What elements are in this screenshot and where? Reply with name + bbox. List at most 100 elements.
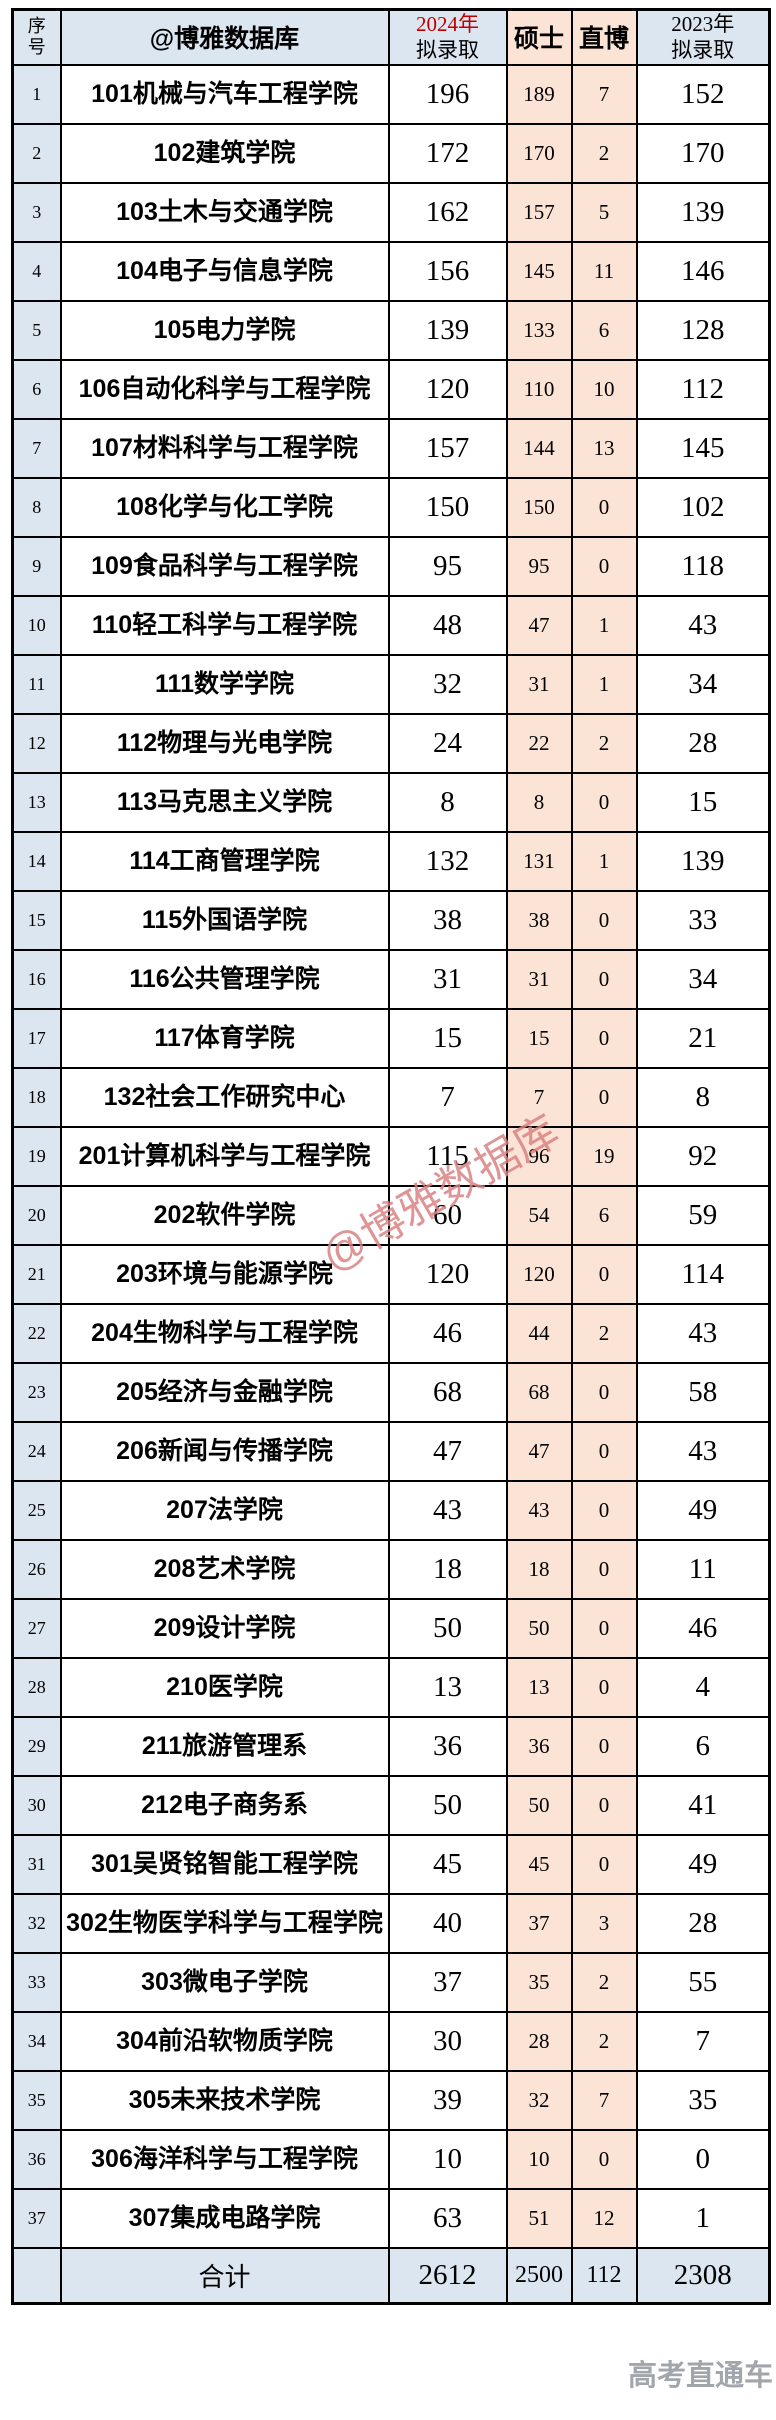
table-row: 29 211旅游管理系 36 36 0 6 — [11, 1715, 771, 1777]
college-name: 112物理与光电学院 — [59, 712, 390, 774]
table-row: 24 206新闻与传播学院 47 47 0 43 — [11, 1420, 771, 1482]
zhibo-count: 0 — [570, 1538, 638, 1600]
zhibo-count: 3 — [570, 1892, 638, 1954]
admit-2024: 157 — [387, 417, 508, 479]
row-index: 2 — [11, 122, 62, 184]
row-index: 26 — [11, 1538, 62, 1600]
admit-2024: 15 — [387, 1007, 508, 1069]
row-index: 17 — [11, 1007, 62, 1069]
zhibo-count: 0 — [570, 535, 638, 597]
admit-2024: 37 — [387, 1951, 508, 2013]
college-name: 109食品科学与工程学院 — [59, 535, 390, 597]
masters-count: 145 — [505, 240, 573, 302]
masters-count: 22 — [505, 712, 573, 774]
col-header-source: @博雅数据库 — [59, 8, 390, 66]
masters-count: 47 — [505, 594, 573, 656]
table-row: 2 102建筑学院 172 170 2 170 — [11, 122, 771, 184]
table-row: 17 117体育学院 15 15 0 21 — [11, 1007, 771, 1069]
college-name: 307集成电路学院 — [59, 2187, 390, 2249]
admit-2023: 35 — [635, 2069, 771, 2131]
col-header-2024-label: 拟录取 — [416, 38, 479, 63]
admit-2023: 58 — [635, 1361, 771, 1423]
table-row: 21 203环境与能源学院 120 120 0 114 — [11, 1243, 771, 1305]
masters-count: 150 — [505, 476, 573, 538]
admit-2023: 139 — [635, 830, 771, 892]
zhibo-count: 1 — [570, 653, 638, 715]
admit-2024: 120 — [387, 1243, 508, 1305]
college-name: 116公共管理学院 — [59, 948, 390, 1010]
table-row: 28 210医学院 13 13 0 4 — [11, 1656, 771, 1718]
college-name: 107材料科学与工程学院 — [59, 417, 390, 479]
table-row: 13 113马克思主义学院 8 8 0 15 — [11, 771, 771, 833]
college-name: 103土木与交通学院 — [59, 181, 390, 243]
admit-2023: 170 — [635, 122, 771, 184]
col-header-masters: 硕士 — [505, 8, 573, 66]
table-header: 序 号 @博雅数据库 2024年 拟录取 硕士 直博 2023年 拟录取 — [11, 8, 771, 66]
admit-2023: 15 — [635, 771, 771, 833]
row-index: 24 — [11, 1420, 62, 1482]
masters-count: 10 — [505, 2128, 573, 2190]
admit-2023: 33 — [635, 889, 771, 951]
admit-2024: 38 — [387, 889, 508, 951]
table-row: 22 204生物科学与工程学院 46 44 2 43 — [11, 1302, 771, 1364]
masters-count: 28 — [505, 2010, 573, 2072]
masters-count: 96 — [505, 1125, 573, 1187]
row-index: 6 — [11, 358, 62, 420]
admit-2023: 28 — [635, 712, 771, 774]
masters-count: 51 — [505, 2187, 573, 2249]
masters-count: 133 — [505, 299, 573, 361]
masters-count: 50 — [505, 1774, 573, 1836]
college-name: 132社会工作研究中心 — [59, 1066, 390, 1128]
admit-2024: 120 — [387, 358, 508, 420]
col-header-index-line2: 号 — [27, 37, 46, 58]
masters-count: 144 — [505, 417, 573, 479]
row-index: 9 — [11, 535, 62, 597]
table-row: 30 212电子商务系 50 50 0 41 — [11, 1774, 771, 1836]
admit-2024: 63 — [387, 2187, 508, 2249]
college-name: 209设计学院 — [59, 1597, 390, 1659]
admit-2024: 31 — [387, 948, 508, 1010]
zhibo-count: 0 — [570, 1597, 638, 1659]
table-row: 6 106自动化科学与工程学院 120 110 10 112 — [11, 358, 771, 420]
table-row: 14 114工商管理学院 132 131 1 139 — [11, 830, 771, 892]
masters-count: 31 — [505, 948, 573, 1010]
masters-count: 8 — [505, 771, 573, 833]
admit-2024: 7 — [387, 1066, 508, 1128]
table-row: 25 207法学院 43 43 0 49 — [11, 1479, 771, 1541]
row-index: 31 — [11, 1833, 62, 1895]
row-index: 11 — [11, 653, 62, 715]
admit-2024: 50 — [387, 1774, 508, 1836]
zhibo-count: 6 — [570, 1184, 638, 1246]
zhibo-count: 5 — [570, 181, 638, 243]
zhibo-count: 0 — [570, 1833, 638, 1895]
zhibo-count: 7 — [570, 2069, 638, 2131]
table-row: 15 115外国语学院 38 38 0 33 — [11, 889, 771, 951]
table-row: 26 208艺术学院 18 18 0 11 — [11, 1538, 771, 1600]
admit-2023: 92 — [635, 1125, 771, 1187]
admit-2024: 18 — [387, 1538, 508, 1600]
row-index: 19 — [11, 1125, 62, 1187]
total-label: 合计 — [59, 2246, 390, 2304]
total-admit-2023: 2308 — [635, 2246, 771, 2304]
admit-2024: 47 — [387, 1420, 508, 1482]
row-index: 7 — [11, 417, 62, 479]
col-header-2023: 2023年 拟录取 — [635, 8, 771, 66]
college-name: 108化学与化工学院 — [59, 476, 390, 538]
admit-2024: 196 — [387, 63, 508, 125]
table-row: 4 104电子与信息学院 156 145 11 146 — [11, 240, 771, 302]
row-index: 25 — [11, 1479, 62, 1541]
admit-2024: 36 — [387, 1715, 508, 1777]
masters-count: 35 — [505, 1951, 573, 2013]
zhibo-count: 1 — [570, 594, 638, 656]
table-row: 1 101机械与汽车工程学院 196 189 7 152 — [11, 63, 771, 125]
masters-count: 68 — [505, 1361, 573, 1423]
col-header-2023-label: 拟录取 — [671, 38, 735, 63]
college-name: 303微电子学院 — [59, 1951, 390, 2013]
masters-count: 7 — [505, 1066, 573, 1128]
table-row: 5 105电力学院 139 133 6 128 — [11, 299, 771, 361]
table-row: 32 302生物医学科学与工程学院 40 37 3 28 — [11, 1892, 771, 1954]
row-index: 10 — [11, 594, 62, 656]
admit-2024: 172 — [387, 122, 508, 184]
total-index-empty — [11, 2246, 62, 2304]
masters-count: 37 — [505, 1892, 573, 1954]
